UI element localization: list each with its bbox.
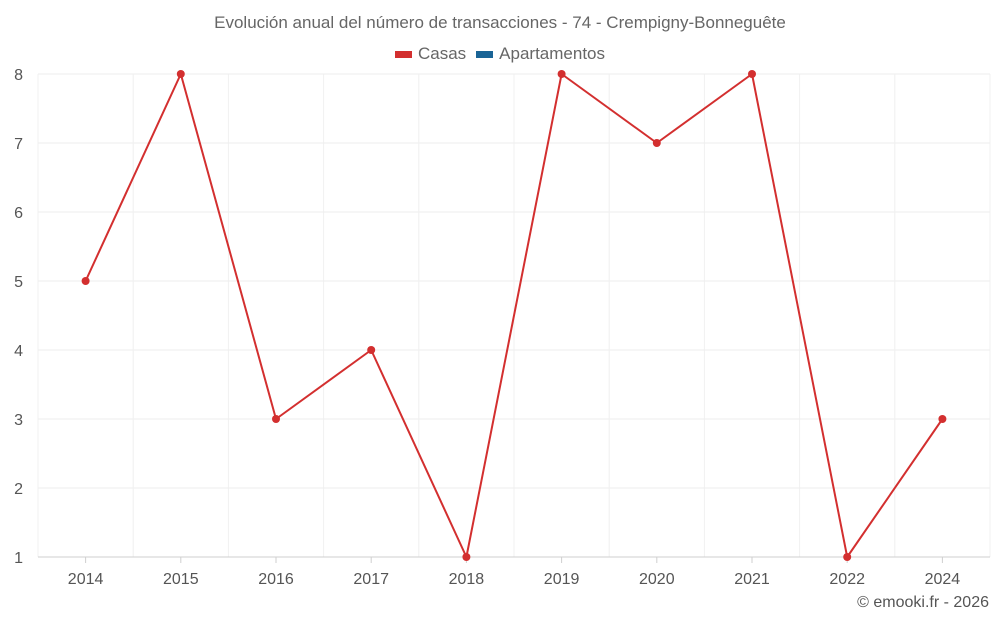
data-point-2015 — [176, 70, 185, 78]
y-tick-label: 5 — [14, 274, 23, 291]
data-point-2022 — [843, 553, 852, 561]
data-point-2019 — [557, 70, 566, 78]
y-tick-label: 6 — [14, 205, 23, 222]
data-point-2018 — [462, 553, 471, 561]
data-point-2024 — [938, 415, 947, 423]
x-tick-label: 2018 — [449, 571, 485, 588]
x-tick-label: 2021 — [734, 571, 770, 588]
data-point-2017 — [367, 346, 376, 354]
data-point-2020 — [652, 139, 661, 147]
data-point-2021 — [748, 70, 756, 78]
x-tick-label: 2016 — [258, 571, 294, 588]
x-tick-label: 2022 — [829, 571, 865, 588]
x-tick-label: 2024 — [925, 571, 961, 588]
y-tick-label: 1 — [14, 550, 23, 567]
chart-title: Evolución anual del número de transaccio… — [214, 13, 786, 32]
x-tick-label: 2014 — [68, 571, 104, 588]
x-tick-label: 2015 — [163, 571, 199, 588]
x-tick-label: 2017 — [353, 571, 389, 588]
y-tick-label: 2 — [14, 481, 23, 498]
legend-swatch-casas — [394, 50, 412, 58]
y-tick-label: 4 — [14, 343, 23, 360]
legend-item-apartamentos[interactable]: Apartamentos — [476, 44, 605, 64]
legend-swatch-apartamentos — [476, 50, 494, 58]
y-tick-label: 8 — [14, 67, 23, 84]
y-tick-label: 7 — [14, 136, 23, 153]
chart-legend: Casas Apartamentos — [0, 44, 1000, 64]
x-tick-label: 2019 — [544, 571, 580, 588]
legend-label-casas: Casas — [417, 44, 467, 63]
series-line-casas — [84, 73, 944, 558]
data-point-2016 — [272, 415, 280, 423]
data-point-2014 — [81, 277, 90, 285]
y-tick-label: 3 — [14, 412, 23, 429]
legend-label-apartamentos: Apartamentos — [499, 44, 606, 63]
legend-item-casas[interactable]: Casas — [394, 44, 467, 64]
x-tick-label: 2020 — [639, 571, 675, 588]
credit-text: © emooki.fr - 2026 — [857, 594, 989, 611]
